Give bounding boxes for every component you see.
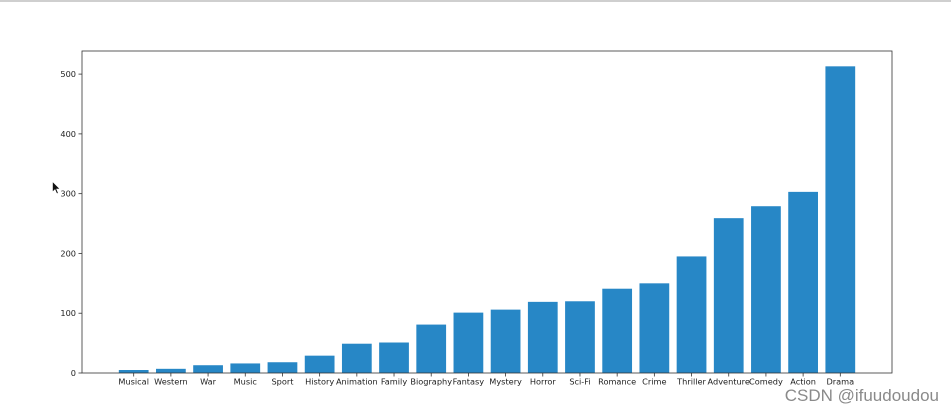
y-tick-label: 200 [60, 248, 76, 258]
bar-musical [118, 370, 149, 373]
bar-music [230, 363, 261, 373]
x-tick-label: Comedy [749, 377, 783, 387]
x-tick-label: Drama [826, 377, 854, 387]
x-tick-label: Mystery [489, 377, 522, 387]
x-tick-label: Romance [598, 377, 636, 387]
bar-thriller [676, 256, 707, 373]
x-tick-label: Sci-Fi [569, 377, 590, 387]
y-tick-label: 300 [60, 189, 76, 199]
bar-crime [639, 283, 670, 373]
bar-comedy [751, 206, 781, 373]
mouse-pointer-icon [52, 181, 61, 195]
x-tick-label: Horror [530, 377, 557, 387]
axes-group: Musical Western War Music Sport History Animat… [60, 50, 893, 387]
bar-sci-fi [565, 301, 595, 373]
x-tick-label: Sport [271, 377, 294, 387]
watermark: CSDN @ifuudoudou [784, 386, 939, 405]
x-tick-label: History [305, 377, 334, 387]
x-tick-label: Western [154, 377, 188, 387]
bar-action [788, 191, 818, 373]
x-tick-label: Biography [410, 377, 452, 387]
x-tick-label: Music [234, 377, 257, 387]
bar-family [379, 342, 409, 373]
x-tick-label: Fantasy [453, 377, 485, 387]
y-tick-label: 500 [60, 69, 76, 79]
top-border-line [0, 0, 951, 2]
bar-war [193, 365, 223, 373]
bar-mystery [490, 309, 521, 373]
plot-frame [81, 50, 893, 374]
x-tick-label: Action [790, 377, 816, 387]
y-tick-label: 400 [60, 129, 76, 139]
bar-romance [602, 288, 633, 373]
bar-adventure [713, 218, 744, 373]
x-tick-label: Animation [336, 377, 378, 387]
bar-drama [825, 66, 856, 373]
x-tick-label: Crime [642, 377, 666, 387]
bar-sport [267, 362, 298, 373]
y-tick-label: 0 [71, 368, 76, 378]
y-tick-label: 100 [60, 308, 76, 318]
x-tick-label: Adventure [708, 377, 750, 387]
bars-group [118, 66, 856, 373]
bar-animation [341, 343, 372, 373]
x-tick-label: Musical [118, 377, 149, 387]
bar-biography [416, 324, 447, 373]
bar-horror [527, 301, 558, 373]
bar-history [304, 355, 335, 373]
x-tick-label: Family [381, 377, 407, 387]
bar-western [156, 368, 186, 373]
x-tick-label: Thriller [676, 377, 706, 387]
bar-fantasy [453, 312, 484, 373]
x-tick-label: War [200, 377, 217, 387]
